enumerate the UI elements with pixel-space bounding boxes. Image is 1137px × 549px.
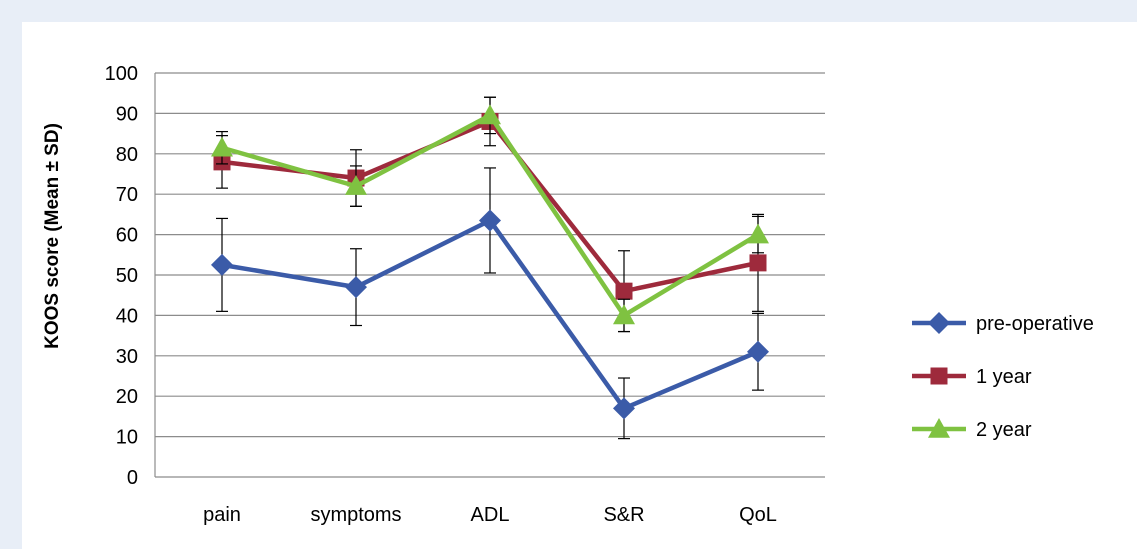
series-2-year: [211, 96, 769, 333]
legend-marker: [930, 367, 948, 385]
legend-label: 2 year: [976, 419, 1032, 441]
y-tick-label: 90: [116, 103, 138, 125]
y-tick-label: 40: [116, 305, 138, 327]
x-tick-label: ADL: [471, 504, 510, 526]
data-point: [747, 223, 769, 244]
series-pre-operative: [211, 167, 769, 440]
y-tick-label: 10: [116, 427, 138, 449]
data-point: [345, 175, 367, 195]
chart-area: [22, 22, 1137, 549]
y-tick-label: 100: [105, 63, 138, 85]
y-tick-label: 20: [116, 386, 138, 408]
data-point: [345, 276, 367, 299]
y-tick-label: 70: [116, 184, 138, 206]
data-point: [747, 340, 769, 363]
series-group: [211, 96, 769, 440]
y-axis-label: KOOS score (Mean ± SD): [42, 123, 63, 349]
legend-label: pre-operative: [976, 313, 1094, 335]
legend: pre-operative 1 year 2 year: [912, 312, 1094, 441]
x-tick-label: symptoms: [310, 504, 401, 526]
data-point: [211, 253, 233, 276]
data-point: [615, 282, 633, 300]
y-tick-label: 80: [116, 144, 138, 166]
data-point: [479, 209, 501, 232]
y-tick-label: 0: [127, 467, 138, 489]
data-point: [749, 254, 767, 272]
legend-marker: [928, 418, 950, 438]
data-point: [211, 136, 233, 157]
data-point: [479, 104, 501, 125]
y-tick-label: 30: [116, 346, 138, 368]
y-tick-label: 60: [116, 225, 138, 247]
x-tick-label: pain: [203, 504, 241, 526]
x-tick-label: S&R: [603, 504, 644, 526]
legend-marker: [928, 312, 950, 334]
y-tick-label: 50: [116, 265, 138, 287]
data-point: [613, 304, 635, 325]
x-axis-ticks: pain symptoms ADL S&R QoL: [203, 504, 777, 526]
y-axis-ticks: 0 10 20 30 40 50 60 70 80 90 100: [105, 63, 138, 489]
x-tick-label: QoL: [739, 504, 777, 526]
legend-label: 1 year: [976, 366, 1032, 388]
data-point: [613, 397, 635, 420]
